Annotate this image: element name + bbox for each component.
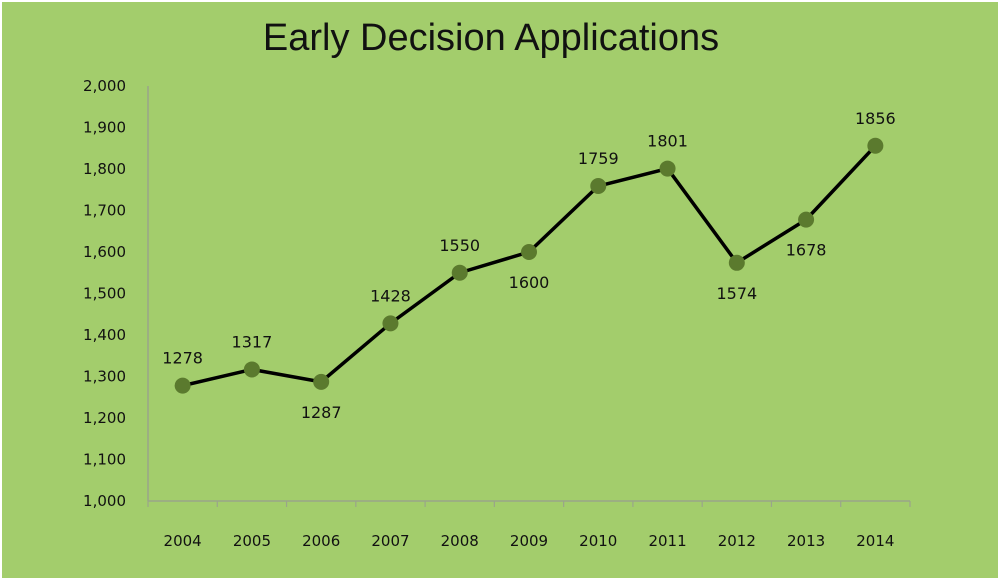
data-point xyxy=(659,160,676,177)
x-tick-label: 2005 xyxy=(233,532,271,550)
x-tick-label: 2004 xyxy=(164,532,202,550)
chart-title: Early Decision Applications xyxy=(263,17,719,59)
data-label: 1600 xyxy=(509,273,550,292)
data-label: 1428 xyxy=(370,286,411,305)
data-point xyxy=(243,361,260,378)
data-point xyxy=(728,254,745,271)
data-point xyxy=(313,373,330,390)
y-tick-label: 1,400 xyxy=(83,326,126,344)
y-tick-label: 1,800 xyxy=(83,160,126,178)
axes xyxy=(147,86,911,507)
y-tick-label: 1,100 xyxy=(83,451,126,469)
y-tick-label: 1,000 xyxy=(83,492,126,510)
x-tick-label: 2009 xyxy=(510,532,548,550)
y-axis-tick-labels: 1,000 1,100 1,200 1,300 1,400 1,500 1,600 1,700… xyxy=(83,77,126,510)
x-tick-label: 2008 xyxy=(441,532,479,550)
data-point xyxy=(867,137,884,154)
data-label: 1801 xyxy=(647,132,688,151)
data-label: 1759 xyxy=(578,149,619,168)
data-point xyxy=(382,315,399,332)
y-tick-label: 2,000 xyxy=(83,77,126,95)
data-label: 1678 xyxy=(786,241,827,260)
data-label: 1856 xyxy=(855,109,896,128)
x-tick-label: 2006 xyxy=(302,532,340,550)
data-label: 1574 xyxy=(716,284,757,303)
data-point xyxy=(590,178,607,195)
data-point xyxy=(451,264,468,281)
data-point xyxy=(798,211,815,228)
y-tick-label: 1,500 xyxy=(83,285,126,303)
y-tick-label: 1,900 xyxy=(83,119,126,137)
x-tick-label: 2011 xyxy=(648,532,686,550)
x-tick-label: 2007 xyxy=(371,532,409,550)
x-tick-label: 2010 xyxy=(579,532,617,550)
y-tick-label: 1,600 xyxy=(83,243,126,261)
data-point xyxy=(521,244,537,260)
series-1 xyxy=(174,137,884,394)
data-label: 1287 xyxy=(301,403,342,422)
y-tick-label: 1,300 xyxy=(83,368,126,386)
data-labels: 1278 1317 1287 1428 1550 1600 1759 1801 1574 1678… xyxy=(162,109,895,422)
x-tick-label: 2012 xyxy=(718,532,756,550)
data-label: 1550 xyxy=(439,236,480,255)
data-point xyxy=(174,377,191,394)
x-axis-tick-labels: 2004 2005 2006 2007 2008 2009 2010 2011 2012 2013… xyxy=(164,532,895,550)
y-tick-label: 1,200 xyxy=(83,409,126,427)
y-tick-label: 1,700 xyxy=(83,202,126,220)
data-label: 1278 xyxy=(162,349,203,368)
data-label: 1317 xyxy=(232,332,273,351)
x-tick-label: 2013 xyxy=(787,532,825,550)
x-tick-label: 2014 xyxy=(856,532,894,550)
